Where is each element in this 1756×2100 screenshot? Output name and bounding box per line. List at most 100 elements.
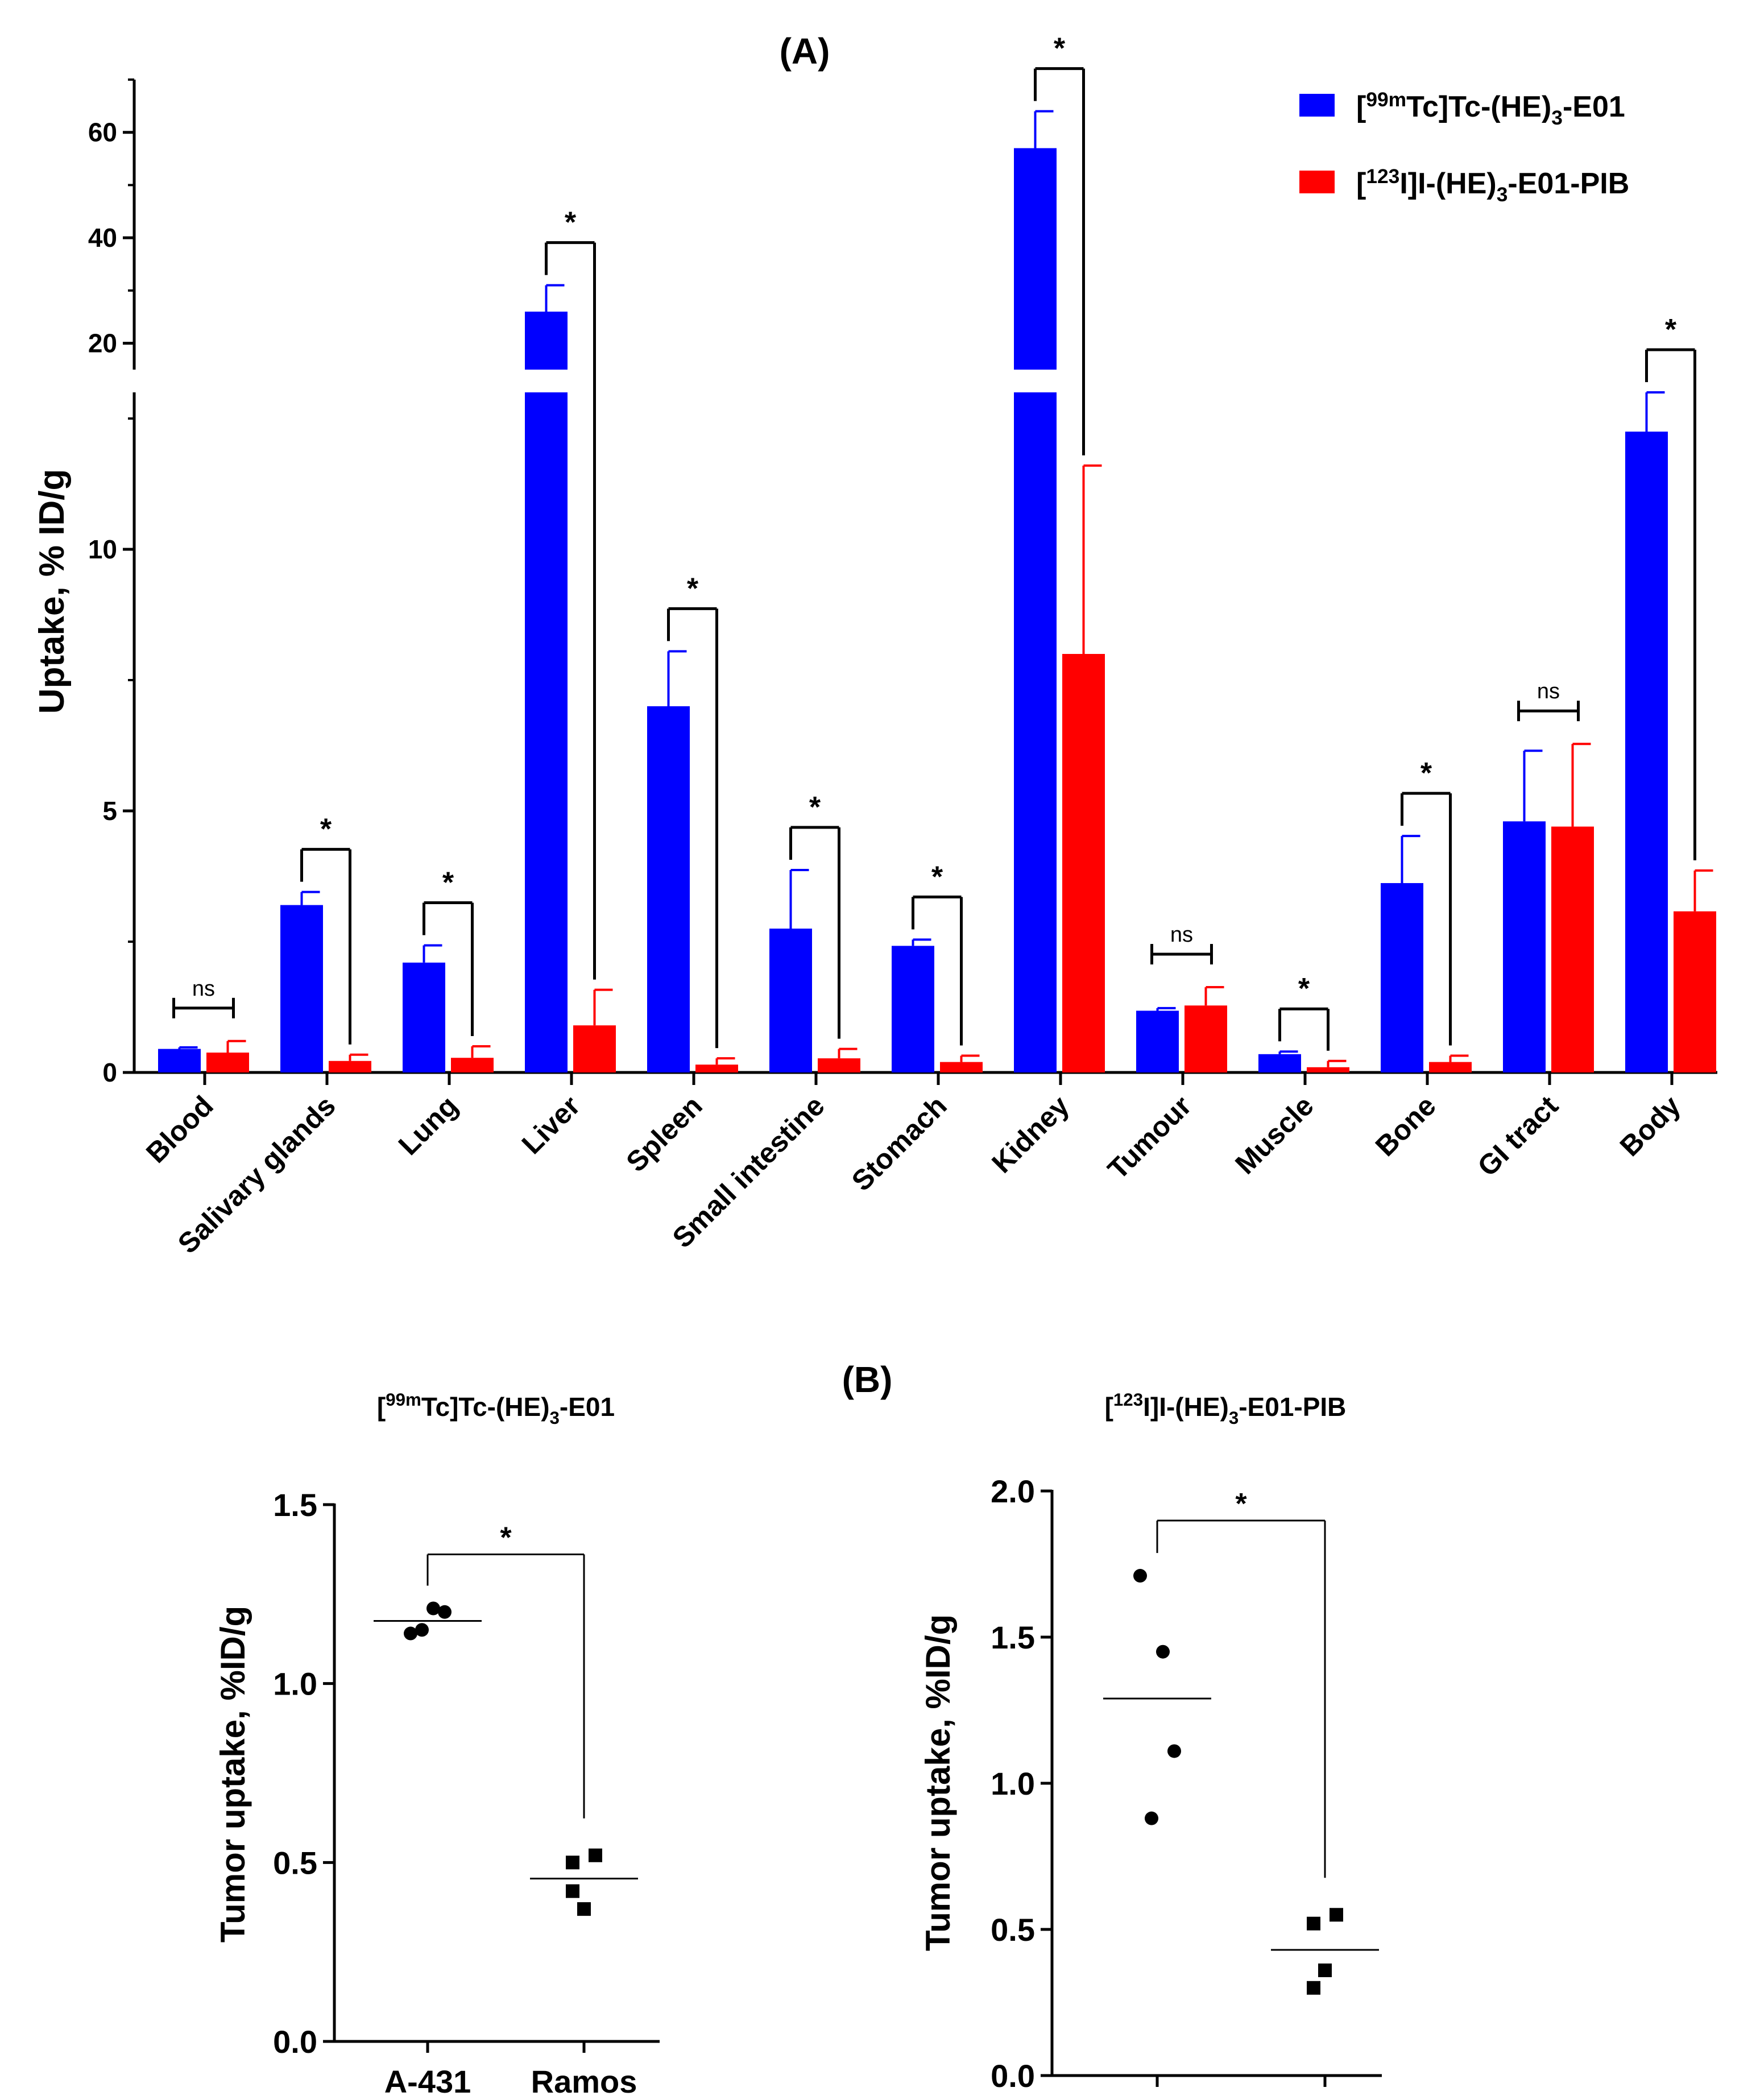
bar-salivary-glands <box>280 905 323 1072</box>
category-label: Kidney <box>985 1090 1075 1179</box>
y-tick-label: 60 <box>88 118 117 147</box>
title-segment: 99m <box>386 1390 421 1410</box>
title-segment: 3 <box>1551 107 1563 129</box>
y-axis-title: Tumor uptake, %ID/g <box>919 1614 957 1951</box>
title-segment: -E01 <box>560 1392 615 1422</box>
title-segment: Tc]Tc-(HE) <box>1406 90 1551 123</box>
significance-star: * <box>565 206 577 239</box>
category-label: Stomach <box>846 1090 953 1197</box>
title-segment: [ <box>1356 90 1366 123</box>
data-point <box>1167 1744 1181 1758</box>
data-point <box>438 1605 452 1619</box>
title-segment: -E01-PIB <box>1239 1392 1346 1422</box>
category-label: Lung <box>392 1090 464 1161</box>
category-label: Bone <box>1369 1090 1442 1162</box>
y-tick-label: 0.5 <box>273 1845 317 1881</box>
legend-label: [123I]I-(HE)3-E01-PIB <box>1356 165 1629 206</box>
y-tick-label: 20 <box>88 329 117 358</box>
bar-kidney-lower <box>1014 392 1057 1072</box>
data-point <box>415 1623 429 1637</box>
bar-kidney-upper <box>1014 148 1057 370</box>
bar-bone <box>1429 1062 1472 1072</box>
x-category-label: Ramos <box>531 2064 637 2099</box>
significance-star: * <box>1665 313 1677 346</box>
significance-star: * <box>931 860 943 893</box>
significance-star: * <box>320 813 332 846</box>
title-segment: 3 <box>1497 184 1508 206</box>
subplot-title: [99mTc]Tc-(HE)3-E01 <box>377 1390 615 1428</box>
data-point <box>1307 1981 1320 1995</box>
significance-star: * <box>1298 972 1310 1005</box>
category-label: Muscle <box>1229 1090 1319 1180</box>
y-tick-label: 1.5 <box>991 1619 1035 1655</box>
y-axis-title: Tumor uptake, %ID/g <box>214 1606 252 1942</box>
y-tick-label: 10 <box>88 535 117 564</box>
data-point <box>566 1884 579 1898</box>
significance-star: * <box>442 866 454 899</box>
data-point <box>589 1848 602 1862</box>
x-category-label: Ramos <box>1272 2098 1378 2100</box>
bar-small-intestine <box>818 1058 860 1072</box>
y-tick-label: 0.5 <box>991 1912 1035 1948</box>
bar-liver <box>573 1025 616 1072</box>
category-label: Blood <box>140 1090 220 1169</box>
bar-gi-tract <box>1503 821 1546 1072</box>
significance-star: * <box>1420 757 1432 790</box>
bar-spleen <box>695 1065 738 1072</box>
bar-lung <box>403 962 445 1072</box>
data-point <box>404 1626 417 1641</box>
ns-label: ns <box>1537 680 1560 703</box>
bar-gi-tract <box>1551 826 1594 1072</box>
y-tick-label: 40 <box>88 223 117 252</box>
y-tick-label: 1.5 <box>273 1487 317 1523</box>
subplot-title: [123I]I-(HE)3-E01-PIB <box>1105 1390 1347 1428</box>
y-tick-label: 0.0 <box>991 2058 1035 2094</box>
y-tick-label: 2.0 <box>991 1473 1035 1509</box>
bar-blood <box>158 1049 201 1072</box>
bar-kidney <box>1062 654 1105 1072</box>
title-segment: -E01 <box>1563 90 1625 123</box>
category-label: Tumour <box>1101 1090 1198 1186</box>
title-segment: 123 <box>1366 165 1399 188</box>
y-tick-label: 0.0 <box>273 2024 317 2060</box>
data-point <box>566 1855 579 1870</box>
data-point <box>1133 1569 1147 1583</box>
bar-liver-upper <box>525 312 568 370</box>
ns-label: ns <box>1170 923 1193 947</box>
legend-swatch <box>1299 171 1335 193</box>
data-point <box>1330 1908 1343 1922</box>
ns-label: ns <box>192 977 215 1001</box>
bar-muscle <box>1258 1054 1301 1072</box>
significance-star: * <box>1054 32 1066 65</box>
data-point <box>1307 1916 1320 1931</box>
significance-star: * <box>500 1522 512 1555</box>
data-point <box>1145 1811 1158 1825</box>
bar-liver-lower <box>525 392 568 1072</box>
legend-label: [99mTc]Tc-(HE)3-E01 <box>1356 89 1625 129</box>
panel-b-label: (B) <box>842 1359 893 1400</box>
y-tick-label: 1.0 <box>991 1766 1035 1801</box>
bar-body <box>1625 432 1668 1072</box>
y-tick-label: 5 <box>102 796 117 826</box>
x-category-label: A-431 <box>384 2064 471 2099</box>
significance-star: * <box>809 791 821 824</box>
bar-stomach <box>940 1062 983 1072</box>
x-category-label: A-431 <box>1114 2098 1201 2100</box>
data-point <box>426 1601 440 1616</box>
title-segment: Tc]Tc-(HE) <box>421 1392 550 1422</box>
bar-tumour <box>1185 1005 1227 1072</box>
y-tick-label: 0 <box>102 1058 117 1087</box>
y-axis-title: Uptake, % ID/g <box>32 469 72 714</box>
y-tick-label: 1.0 <box>273 1666 317 1702</box>
category-label: Body <box>1614 1090 1687 1162</box>
title-segment: [ <box>1356 167 1366 200</box>
title-segment: 3 <box>550 1408 560 1428</box>
title-segment: 99m <box>1366 89 1406 111</box>
bar-blood <box>206 1053 249 1072</box>
title-segment: I]I-(HE) <box>1143 1392 1229 1422</box>
significance-star: * <box>687 572 699 605</box>
category-label: Spleen <box>620 1090 709 1178</box>
bar-salivary-glands <box>329 1061 371 1072</box>
bar-small-intestine <box>769 929 812 1072</box>
title-segment: -E01-PIB <box>1507 167 1629 200</box>
